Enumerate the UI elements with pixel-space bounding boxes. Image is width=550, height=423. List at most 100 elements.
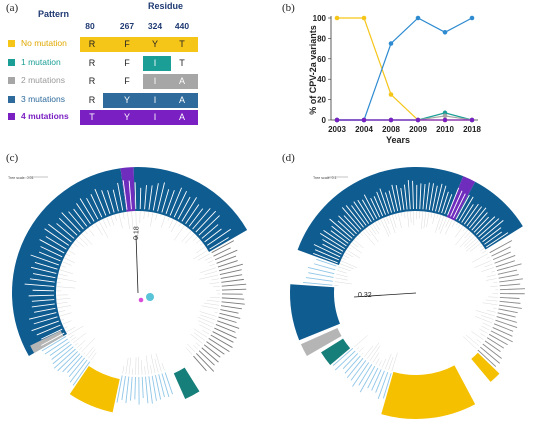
tree-d-3mut-leaf-label <box>322 239 344 252</box>
tree-c-3mut-leaf-label <box>61 212 81 233</box>
tree-d-misc-leaf-label <box>477 349 497 367</box>
tree-d-3mut-branch <box>451 220 456 228</box>
tree-d-blue-leaf-label <box>316 258 337 267</box>
y-axis-label: % of CPV-2a variants <box>308 25 318 115</box>
phylogenetic-tree-d: Tree scale: 0.1 0.32 <box>290 167 525 419</box>
tree-d-3mut-leaf-label <box>388 190 396 212</box>
clade-3-mutations <box>290 284 340 341</box>
tree-d-misc-branch <box>482 302 498 306</box>
tree-d-3mut-leaf-label <box>461 204 474 223</box>
tree-c-3mut-branch <box>168 218 174 229</box>
panel-d-label: (d) <box>282 152 295 164</box>
data-point-no_mutation <box>361 15 367 21</box>
tree-d-blue-leaf-label <box>307 266 335 275</box>
tree-c-3mut-branch <box>56 298 71 300</box>
pattern-row-3-mutations: 3 mutations R Y I A <box>8 93 198 108</box>
tree-d-blue-branch <box>372 352 380 363</box>
tree-c-3mut-branch <box>114 214 117 221</box>
tree-d-3mut-leaf-label <box>441 191 449 214</box>
tree-c-3mut-branch <box>70 246 74 249</box>
tree-c-3mut-branch <box>75 239 84 247</box>
tree-c-3mut-branch <box>131 211 134 230</box>
tree-d-blue-leaf-label <box>358 364 373 386</box>
tree-c-blue-leaf-label <box>69 359 88 383</box>
tree-c-blue-branch <box>128 357 132 375</box>
tree-d-3mut-branch <box>423 211 427 229</box>
tree-d-3mut-branch <box>357 234 361 238</box>
tree-d-3mut-branch <box>372 223 380 235</box>
clade-2-mutations <box>300 327 342 356</box>
tree-d-3mut-branch <box>341 257 346 260</box>
residue-cell: I <box>153 58 157 68</box>
residue-column-267: 267 <box>119 21 135 31</box>
tree-d-misc-branch <box>480 333 486 337</box>
data-point-two_mutations <box>442 113 448 119</box>
tree-c-blue-leaf-label <box>161 373 170 398</box>
tree-d-3mut-branch <box>455 229 469 246</box>
panel-c-label: (c) <box>6 152 19 164</box>
tree-c-misc-leaf-label <box>193 355 207 372</box>
tree-d-misc-leaf-label <box>498 274 519 279</box>
tree-d-3mut-branch <box>339 263 354 270</box>
series-line-two_mutations <box>337 115 473 121</box>
tree-d-3mut-branch <box>377 220 381 226</box>
tree-d-3mut-leaf-label <box>487 238 507 251</box>
tree-c-3mut-leaf-label <box>24 283 55 287</box>
tree-c-blue-branch <box>141 360 143 375</box>
pattern-label: 1 mutation <box>21 57 61 67</box>
residue-cell: I <box>153 76 157 86</box>
tree-d-3mut-branch <box>347 246 352 250</box>
tree-c-3mut-leaf-label <box>48 223 72 243</box>
pattern-label: 3 mutations <box>21 94 65 104</box>
tree-d-misc-leaf-label <box>499 288 525 291</box>
tree-d-3mut-leaf-label <box>319 232 345 249</box>
tree-d-blue-leaf-label <box>371 369 382 391</box>
tree-c-3mut-branch <box>110 215 115 226</box>
tree-c-3mut-branch <box>98 220 109 238</box>
residue-column-324: 324 <box>147 21 163 31</box>
tree-c-misc-leaf-label <box>212 331 234 343</box>
x-tick-label: 2018 <box>463 125 481 134</box>
tree-d-3mut-leaf-label <box>370 198 381 218</box>
tree-d-blue-leaf-label <box>377 371 389 400</box>
y-tick-label: 60 <box>317 55 326 64</box>
tree-c-blue-branch <box>76 340 86 348</box>
x-tick-label: 2004 <box>355 125 373 134</box>
tree-c-3mut-branch <box>87 227 95 237</box>
tree-d-3mut-branch <box>362 230 375 245</box>
tree-c-misc-branch <box>201 305 219 310</box>
pattern-row-1-mutation: 1 mutation R F I T <box>8 56 198 71</box>
tree-d-3mut-branch <box>465 238 478 249</box>
tree-d-3mut-leaf-label <box>452 193 466 218</box>
pattern-header: Pattern <box>38 9 70 19</box>
tree-c-misc-leaf-label <box>219 269 242 276</box>
tree-c-misc-branch <box>185 347 193 355</box>
tree-d-blue-leaf-label <box>375 370 385 393</box>
residue-cell: F <box>124 39 130 49</box>
tree-d-3mut-leaf-label <box>314 249 339 261</box>
residue-cell: R <box>88 58 96 68</box>
tree-d-3mut-leaf-label <box>331 225 351 242</box>
tree-scale-label: Tree scale: 0.01 <box>8 176 34 180</box>
tree-c-3mut-branch <box>62 320 72 325</box>
tree-d-misc-leaf-label <box>489 240 513 254</box>
tree-d-3mut-branch <box>463 235 476 247</box>
residue-cell: T <box>179 39 185 49</box>
tree-d-3mut-leaf-label <box>404 184 408 210</box>
tree-d-3mut-leaf-label <box>484 231 503 245</box>
panel-a-label: (a) <box>6 2 19 14</box>
tree-d-misc-branch <box>475 310 495 317</box>
y-tick-label: 0 <box>322 116 327 125</box>
tree-c-blue-branch <box>67 325 84 336</box>
tree-c-blue-leaf-label <box>155 375 162 400</box>
tree-c-3mut-branch <box>192 236 198 241</box>
tree-d-blue-branch <box>358 347 364 353</box>
tree-c-3mut-branch <box>62 261 72 266</box>
tree-c-3mut-leaf-label <box>30 254 59 266</box>
tree-d-3mut-branch <box>344 252 354 258</box>
tree-c-3mut-leaf-label <box>45 236 67 250</box>
tree-d-blue-leaf-label <box>344 355 361 374</box>
x-tick-label: 2010 <box>436 125 454 134</box>
tree-d-3mut-branch <box>455 225 464 238</box>
tree-d-3mut-branch <box>465 240 480 252</box>
